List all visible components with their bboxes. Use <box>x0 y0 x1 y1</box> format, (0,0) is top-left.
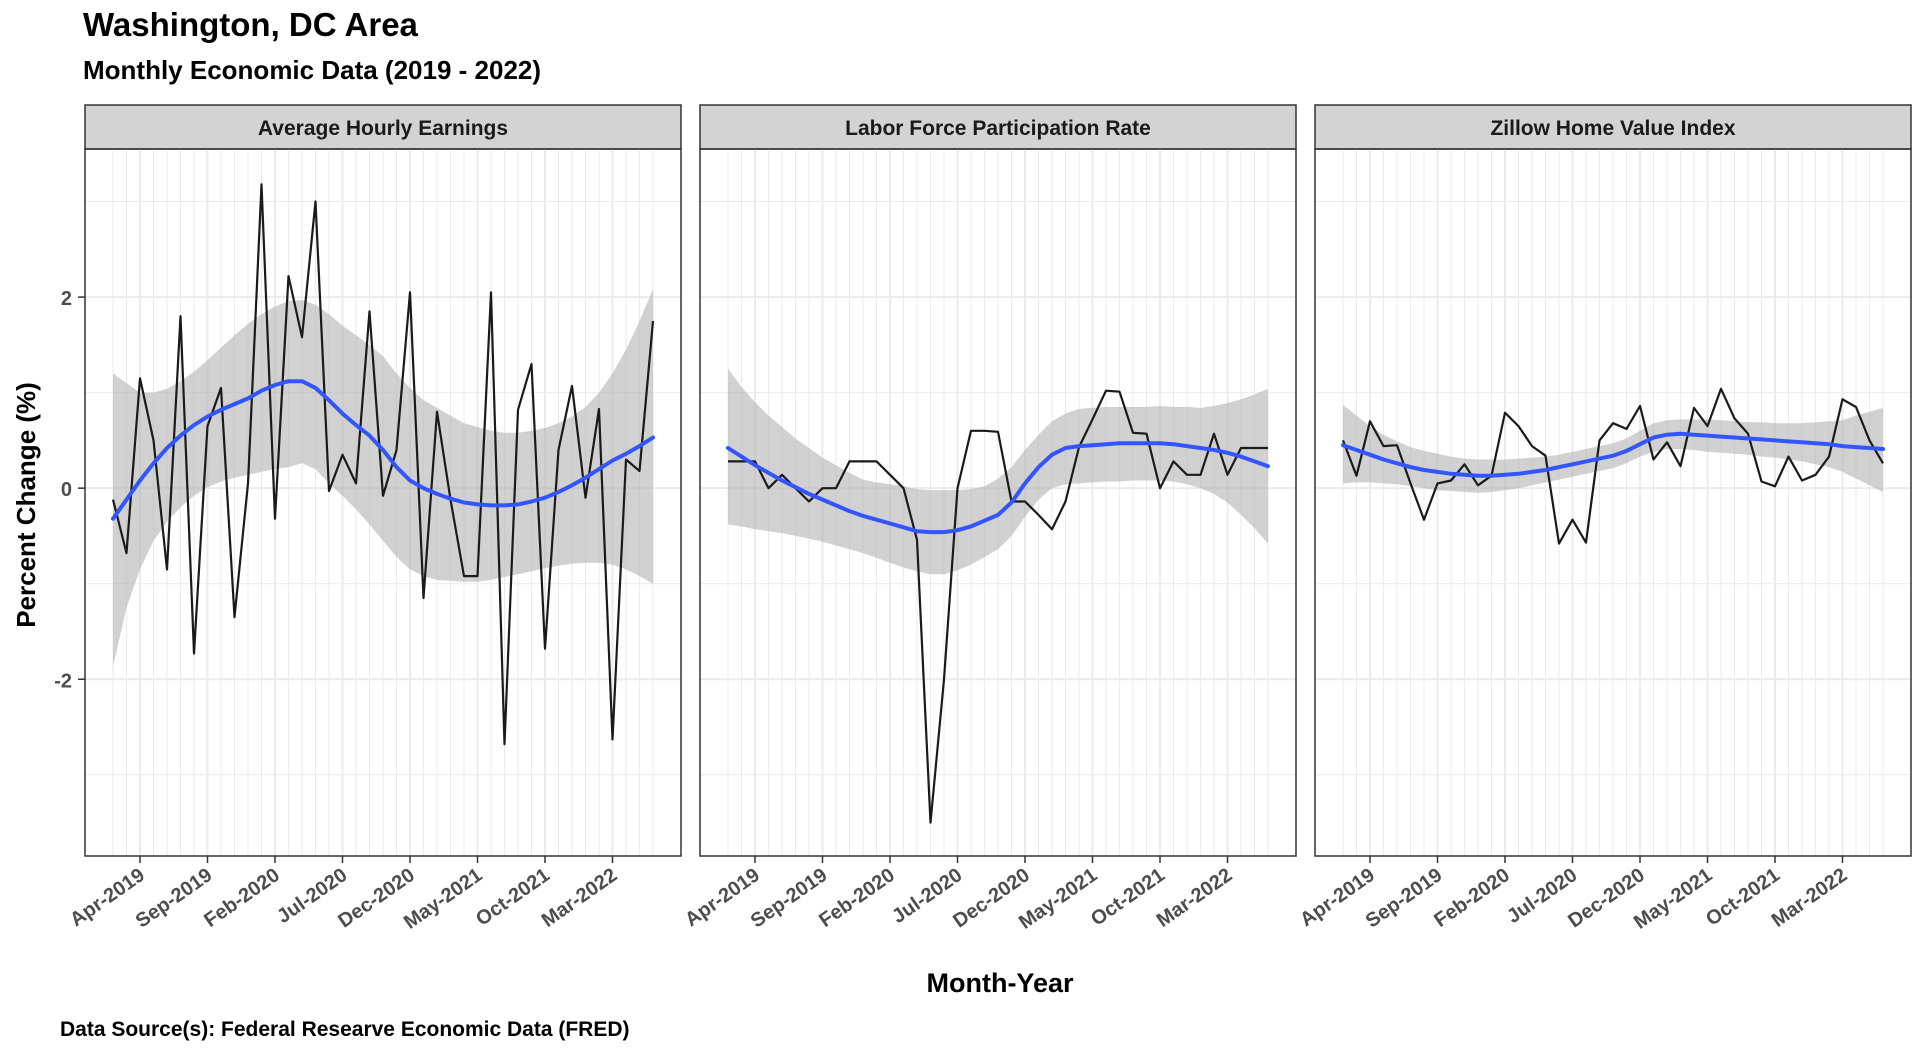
confidence-ribbon <box>113 289 653 667</box>
smoothed-trend-line <box>111 379 655 521</box>
y-axis-label: Percent Change (%) <box>11 382 41 628</box>
x-tick-label: Sep-2019 <box>132 864 217 932</box>
smoothed-trend-line <box>1341 431 1885 478</box>
x-tick-label: Sep-2019 <box>747 864 832 932</box>
facet-strip <box>1314 104 1912 150</box>
facet-strip-label: Zillow Home Value Index <box>1490 117 1735 140</box>
x-tick-label: Feb-2020 <box>815 864 899 932</box>
facet-strip <box>84 104 682 150</box>
y-tick-label: 0 <box>61 479 72 501</box>
x-tick-label: Sep-2019 <box>1362 864 1447 932</box>
x-axis-label: Month-Year <box>926 968 1074 998</box>
x-tick-label: Mar-2022 <box>1153 864 1237 932</box>
facet-panel: Average Hourly EarningsApr-2019Sep-2019F… <box>66 104 682 934</box>
panel-border <box>1314 148 1912 857</box>
panel-border <box>84 148 682 857</box>
confidence-ribbon <box>1343 405 1883 493</box>
data-series-line <box>1341 387 1884 545</box>
facet-strip-label: Average Hourly Earnings <box>258 117 508 140</box>
x-tick-label: Feb-2020 <box>1430 864 1514 932</box>
facet-strip <box>699 104 1297 150</box>
x-tick-label: Mar-2022 <box>1768 864 1852 932</box>
confidence-ribbon <box>728 368 1268 575</box>
panel-border <box>699 148 1297 857</box>
x-tick-label: Mar-2022 <box>538 864 622 932</box>
y-tick-label: -2 <box>54 670 72 692</box>
chart-title: Washington, DC Area <box>83 6 418 43</box>
data-series-line <box>728 389 1268 824</box>
y-tick-label: 2 <box>61 288 72 310</box>
data-series-line <box>111 183 655 746</box>
facet-strip-label: Labor Force Participation Rate <box>845 117 1151 140</box>
smoothed-trend-line <box>726 441 1270 535</box>
facet-panel: Labor Force Participation RateApr-2019Se… <box>681 104 1297 934</box>
data-source-caption: Data Source(s): Federal Researve Economi… <box>60 1018 630 1041</box>
facet-panel: Zillow Home Value IndexApr-2019Sep-2019F… <box>1296 104 1912 934</box>
chart-subtitle: Monthly Economic Data (2019 - 2022) <box>83 55 542 85</box>
x-tick-label: Feb-2020 <box>200 864 284 932</box>
